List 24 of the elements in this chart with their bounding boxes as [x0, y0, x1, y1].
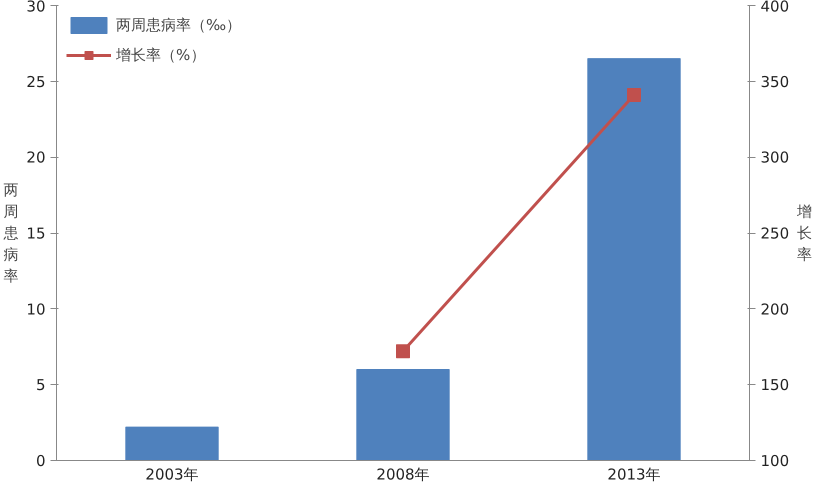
y2-tick-label: 300: [760, 148, 790, 167]
x-tick-label: 2003年: [145, 466, 199, 484]
y2-tick-label: 100: [760, 452, 790, 470]
y2-tick-label: 250: [760, 224, 790, 242]
y-tick-label: 10: [26, 300, 46, 318]
y-tick-label: 30: [26, 0, 46, 16]
y-axis-title: 两周患病率: [2, 180, 18, 286]
y2-tick-label: 350: [760, 72, 790, 91]
bar: [125, 426, 219, 460]
y-tick-label: 25: [26, 72, 46, 91]
y2-tick-label: 150: [760, 376, 790, 394]
y-tick-label: 20: [26, 148, 46, 167]
y2-tick-label: 200: [760, 300, 790, 318]
y2-axis-title: 增长率: [796, 202, 812, 264]
y2-tick-label: 400: [760, 0, 790, 16]
x-tick-label: 2013年: [607, 466, 661, 484]
legend-label: 两周患病率（‰）: [116, 16, 242, 34]
bar: [356, 369, 450, 460]
y-tick-label: 5: [36, 376, 46, 394]
x-tick-label: 2008年: [376, 466, 430, 484]
legend-label: 增长率（%）: [116, 46, 206, 64]
bar: [587, 58, 681, 460]
y-tick-label: 15: [26, 224, 46, 242]
y-tick-label: 0: [36, 452, 46, 470]
